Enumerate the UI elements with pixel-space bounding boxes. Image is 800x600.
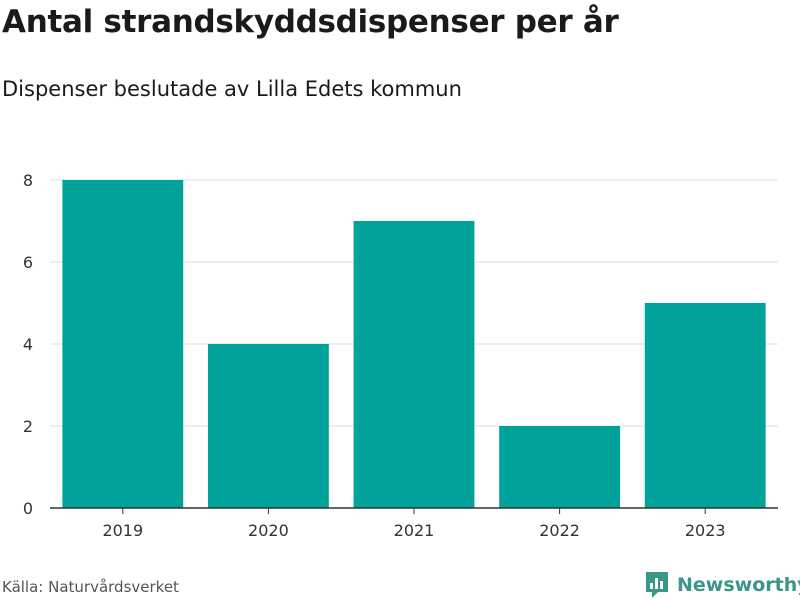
- bar-2019: [62, 180, 184, 508]
- brand-name: Newsworthy: [677, 574, 800, 596]
- x-tick-label: 2019: [102, 521, 143, 540]
- x-tick-label: 2022: [539, 521, 580, 540]
- bar-2022: [499, 426, 621, 508]
- brand-logo: Newsworthy: [644, 570, 800, 600]
- axes: 0 2 4 6 8 2019 2020 2021 2022 2023: [23, 171, 778, 540]
- y-tick-label: 4: [23, 335, 33, 354]
- bar-2023: [644, 303, 766, 508]
- y-tick-label: 0: [23, 499, 33, 518]
- bar-2021: [353, 221, 475, 508]
- y-tick-label: 6: [23, 253, 33, 272]
- y-tick-label: 2: [23, 417, 33, 436]
- x-tick-label: 2023: [685, 521, 726, 540]
- newsworthy-logo-icon: [646, 572, 668, 598]
- chart-title: Antal strandskyddsdispenser per år: [2, 4, 619, 40]
- y-tick-label: 8: [23, 171, 33, 190]
- bar-2020: [207, 344, 329, 508]
- source-note: Källa: Naturvårdsverket: [2, 578, 179, 596]
- x-tick-label: 2021: [394, 521, 435, 540]
- chart-subtitle: Dispenser beslutade av Lilla Edets kommu…: [2, 77, 462, 101]
- bars: [62, 180, 766, 508]
- x-tick-label: 2020: [248, 521, 289, 540]
